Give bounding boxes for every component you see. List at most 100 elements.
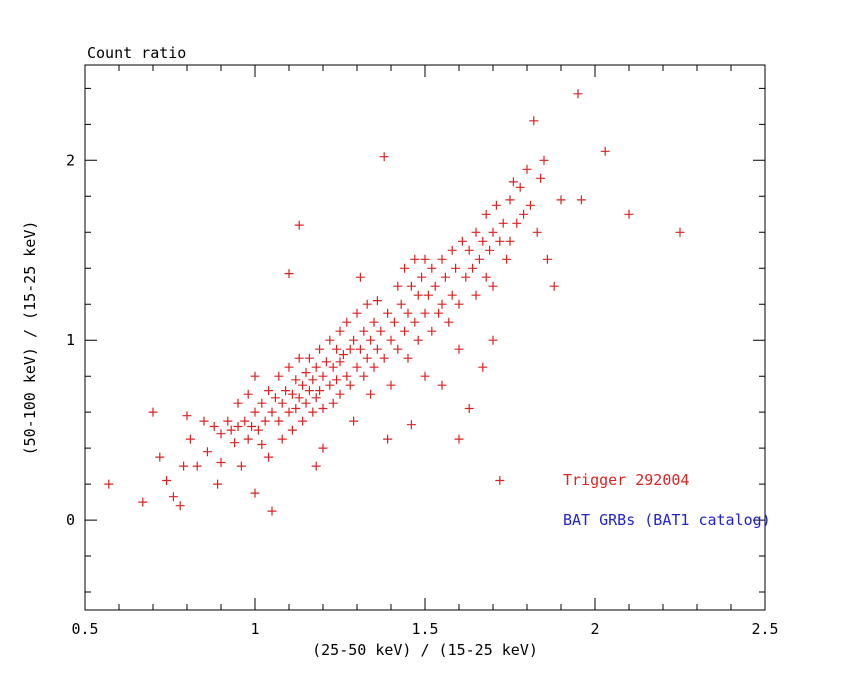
data-point-marker [338,350,348,360]
data-point-marker [325,335,335,345]
data-point-marker [355,272,365,282]
data-point-marker [230,438,240,448]
data-point-marker [335,389,345,399]
data-point-marker [233,422,243,431]
data-point-marker [406,281,416,291]
data-point-marker [243,389,253,399]
data-point-marker [284,407,294,417]
data-point-marker [519,209,529,219]
data-point-marker [624,209,634,219]
data-point-marker [386,380,396,390]
data-point-marker [332,375,342,385]
data-point-marker [335,357,345,367]
data-point-marker [427,326,437,336]
data-point-marker [389,317,399,327]
data-point-marker [352,362,362,372]
data-point-marker [420,308,430,318]
data-point-marker [539,155,549,165]
data-point-marker [447,290,457,300]
data-point-marker [253,425,263,435]
data-point-marker [525,200,535,210]
data-point-marker [447,245,457,255]
data-point-marker [383,308,393,318]
data-point-marker [366,389,376,399]
data-point-marker [274,371,284,381]
data-point-marker [600,146,610,156]
data-point-marker [291,375,301,385]
data-point-marker [430,281,440,291]
data-point-marker [349,335,359,345]
data-point-marker [454,434,464,444]
data-point-marker [536,173,546,183]
data-point-marker [301,368,311,378]
data-point-marker [471,290,481,300]
data-point-marker [359,371,369,381]
data-point-marker [362,353,372,363]
data-point-marker [179,461,189,471]
data-point-marker [257,398,267,408]
data-point-marker [325,380,335,390]
data-point-marker [498,218,508,228]
data-point-marker [379,353,389,363]
data-point-marker [213,479,223,489]
data-point-marker [342,371,352,381]
data-point-marker [505,236,515,246]
data-point-marker [257,440,267,449]
x-tick-label: 2 [590,620,599,638]
data-point-marker [369,317,379,327]
data-point-marker [413,335,423,345]
data-point-marker [556,195,566,205]
data-point-marker [495,476,505,485]
data-point-marker [464,404,474,413]
data-point-marker [352,308,362,318]
data-point-marker [308,375,318,385]
data-point-marker [233,398,243,408]
data-point-marker [311,393,321,403]
data-point-marker [345,380,355,390]
data-point-marker [491,200,501,210]
data-point-marker [294,353,304,363]
data-point-marker [437,299,447,309]
data-point-marker [464,245,474,255]
data-point-marker [243,434,253,444]
data-point-marker [488,227,498,237]
data-point-marker [199,416,209,426]
data-point-marker [345,344,355,354]
data-point-marker [138,497,148,507]
data-point-marker [454,299,464,309]
y-tick-label: 2 [66,151,75,169]
data-point-marker [393,344,403,354]
data-point-marker [281,386,291,396]
y-tick-label: 0 [66,511,75,529]
data-point-marker [427,263,437,273]
data-point-marker [267,407,277,417]
data-point-marker [437,380,447,390]
data-point-marker [383,434,393,444]
data-point-marker [478,236,488,246]
data-point-marker [104,479,114,489]
data-point-marker [294,393,304,403]
data-point-marker [274,416,284,426]
x-axis-label: (25-50 keV) / (15-25 keV) [312,641,538,659]
data-point-marker [311,461,321,471]
data-point-marker [318,443,328,453]
data-point-marker [168,492,178,502]
data-point-marker [369,362,379,372]
data-point-marker [355,344,365,354]
data-point-marker [328,398,338,408]
chart-title: Count ratio [87,44,187,62]
data-point-marker [304,353,314,363]
data-point-marker [379,152,389,162]
data-point-marker [277,434,287,444]
data-point-marker [315,344,325,354]
data-point-marker [549,281,559,291]
data-point-marker [376,326,386,336]
data-point-marker [515,182,525,192]
data-point-marker [182,411,192,421]
data-point-marker [362,299,372,309]
data-point-marker [328,362,338,372]
data-point-marker [420,254,430,264]
data-point-marker [410,317,420,327]
